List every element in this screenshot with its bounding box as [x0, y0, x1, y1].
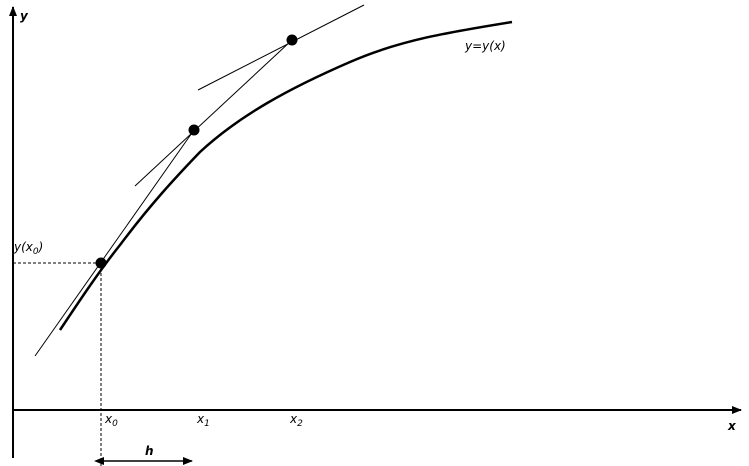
- label-text: x: [104, 412, 113, 426]
- label-text: ): [38, 240, 44, 254]
- subscript: 0: [112, 419, 118, 429]
- subscript: 2: [297, 419, 303, 429]
- tangent-line: [197, 4, 365, 91]
- label-text: y(x: [13, 240, 34, 254]
- point: [188, 124, 200, 136]
- curve-label: y=y(x): [464, 39, 506, 53]
- point: [95, 257, 107, 269]
- label-text: x: [289, 412, 298, 426]
- curve: [58, 20, 513, 331]
- axis-label: y: [20, 9, 29, 23]
- x-labels: x0 x1 x2: [104, 412, 303, 429]
- tangent-line: [34, 129, 195, 357]
- tangent-line: [134, 39, 293, 187]
- x-label: x2: [289, 412, 303, 429]
- subscript: 0: [33, 247, 39, 257]
- subscript: 1: [204, 419, 210, 429]
- x-label: x0: [104, 412, 118, 429]
- step-label: h: [145, 444, 154, 458]
- x-label: x1: [196, 412, 210, 429]
- y0-label: y(x0): [13, 240, 43, 257]
- point: [286, 34, 298, 46]
- axis-label: x: [727, 419, 737, 433]
- label-text: x: [196, 412, 205, 426]
